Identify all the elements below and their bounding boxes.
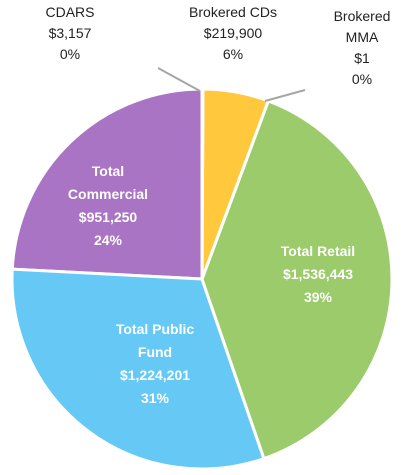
slice-label: Total Commercial $951,250 24% <box>58 160 158 252</box>
leader-line <box>264 89 306 102</box>
slice-label: Total Public Fund $1,224,201 31% <box>103 318 208 410</box>
percent-label: 39% <box>303 289 333 305</box>
slice-label: Brokered CDs $219,900 6% <box>173 2 293 65</box>
slice-label: Total Retail $1,536,443 39% <box>248 240 388 309</box>
value-label: $1,224,201 <box>119 367 191 383</box>
leader-line <box>157 67 201 92</box>
percent-label: 31% <box>140 390 170 406</box>
value-label: $3,157 <box>48 25 92 41</box>
percent-label: 0% <box>351 71 373 87</box>
category-label: Total Commercial <box>67 163 149 202</box>
value-label: $951,250 <box>78 209 138 225</box>
pie-slice <box>10 87 204 281</box>
category-label: Brokered MMA <box>333 8 391 45</box>
category-label: CDARS <box>45 4 95 20</box>
value-label: $219,900 <box>203 25 263 41</box>
category-label: Brokered CDs <box>189 4 277 20</box>
slice-label: CDARS $3,157 0% <box>25 2 115 65</box>
value-label: $1,536,443 <box>282 266 354 282</box>
pie-slice <box>200 98 394 461</box>
category-label: Total Retail <box>280 243 356 259</box>
percent-label: 0% <box>59 46 81 62</box>
percent-label: 24% <box>93 232 123 248</box>
pie-slice <box>200 87 205 280</box>
value-label: $1 <box>354 50 370 66</box>
pie-slice <box>10 267 266 471</box>
slice-label: Brokered MMA $1 0% <box>327 6 397 90</box>
percent-label: 6% <box>222 46 244 62</box>
category-label: Total Public Fund <box>115 321 195 360</box>
